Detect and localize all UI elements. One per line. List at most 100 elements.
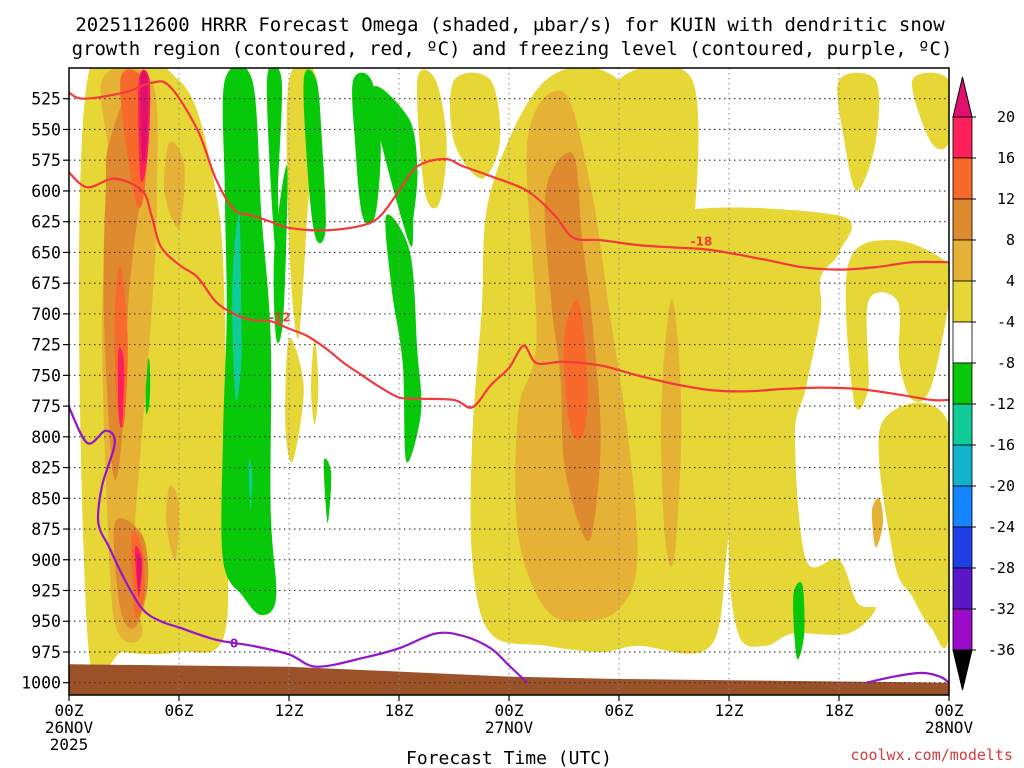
credit-text: coolwx.com/modelts: [850, 746, 1013, 764]
omega-region-16-36: [114, 264, 128, 428]
x-tick-label-24-2: 27NOV: [485, 718, 534, 737]
colorbar-label-4: 4: [1006, 272, 1015, 290]
x-tick-label-18-1: 18Z: [385, 701, 414, 720]
omega-region-24-42: [140, 71, 149, 164]
dgz-contour-0: [69, 80, 949, 271]
omega-region--4-14: [266, 68, 283, 261]
omega-region--4-16: [303, 69, 326, 244]
omega-region--4-23: [793, 581, 805, 660]
omega-region-8-26: [166, 485, 180, 561]
colorbar-bin--4-to--8: [952, 321, 973, 364]
contours: -18 -12 0: [69, 80, 949, 684]
dgz-contour-label-1: -12: [269, 311, 291, 325]
omega-region-4-9: [837, 72, 880, 191]
omega-region--8-30: [232, 213, 242, 402]
omega-region-20-40: [117, 347, 125, 428]
y-tick-label-650: 650: [31, 243, 61, 262]
y-tick-label-850: 850: [31, 489, 61, 508]
y-tick-label-775: 775: [31, 397, 61, 416]
omega-region-16-37: [563, 299, 588, 441]
y-tick-label-800: 800: [31, 428, 61, 447]
y-tick-label-825: 825: [31, 459, 61, 478]
x-tick-label-0-3: 2025: [50, 735, 89, 754]
colorbar-bin--20-to--24: [952, 485, 973, 528]
colorbar-top-arrow: [952, 76, 973, 118]
grid: [69, 68, 949, 695]
omega-region-4-10: [911, 72, 949, 150]
terrain-area: [69, 664, 949, 695]
colorbar-label--12: -12: [988, 395, 1015, 413]
y-axis: 525 550 575 600 625 650 675 700 725 750 775 800 825 8…: [21, 90, 69, 693]
omega-region--4-18: [371, 86, 418, 247]
x-tick-label-0-2: 26NOV: [45, 718, 94, 737]
y-tick-label-725: 725: [31, 336, 61, 355]
chart-title-line2: growth region (contoured, red, ºC) and f…: [72, 38, 953, 60]
colorbar-bin--28-to--32: [952, 567, 973, 610]
dgz-contour-label-0: -18: [691, 234, 713, 248]
y-tick-label-750: 750: [31, 366, 61, 385]
x-tick-label-6-1: 06Z: [165, 701, 194, 720]
omega-region-4-12: [311, 338, 319, 425]
y-tick-label-675: 675: [31, 274, 61, 293]
freezing-contour-0: [69, 406, 529, 684]
colorbar: 20 16 12 8 4 -4 -8 -12 -16 -20 -24 -28 -32 -36: [952, 76, 1015, 691]
colorbar-label-20: 20: [997, 108, 1015, 126]
y-tick-label-1000: 1000: [21, 674, 61, 693]
omega-region-8-29: [871, 497, 884, 548]
omega-region-24-43: [136, 552, 142, 591]
dgz-contour-1: [69, 171, 949, 409]
colorbar-bin-8-to-4: [952, 239, 973, 282]
colorbar-label--36: -36: [988, 641, 1015, 659]
x-tick-label-42-1: 18Z: [825, 701, 854, 720]
omega-region--4-19: [385, 214, 422, 463]
freezing-contour-1: [866, 671, 949, 684]
x-tick-label-36-1: 12Z: [715, 701, 744, 720]
y-tick-label-625: 625: [31, 213, 61, 232]
colorbar-label--8: -8: [997, 354, 1015, 372]
omega-shading: [78, 68, 949, 681]
colorbar-label--4: -4: [997, 313, 1015, 331]
omega-region--4-15: [273, 165, 288, 344]
omega-region-4-3: [416, 69, 447, 209]
omega-region--4-17: [352, 72, 381, 225]
colorbar-bin--24-to--28: [952, 526, 973, 569]
colorbar-bin-20-to-16: [952, 116, 973, 159]
x-tick-label-24-1: 00Z: [495, 701, 524, 720]
omega-region--4-13: [221, 68, 277, 616]
y-tick-label-600: 600: [31, 182, 61, 201]
colorbar-bin--8-to--12: [952, 362, 973, 405]
colorbar-bin--16-to--20: [952, 444, 973, 487]
colorbar-bin-12-to-8: [952, 198, 973, 241]
y-tick-label-525: 525: [31, 90, 61, 109]
y-tick-label-875: 875: [31, 520, 61, 539]
colorbar-bin--32-to--36: [952, 608, 973, 651]
y-tick-label-950: 950: [31, 612, 61, 631]
y-tick-label-550: 550: [31, 120, 61, 139]
colorbar-label-12: 12: [997, 190, 1015, 208]
y-tick-label-700: 700: [31, 305, 61, 324]
colorbar-label--28: -28: [988, 559, 1015, 577]
omega-region-4-11: [878, 402, 949, 649]
x-tick-label-12-1: 12Z: [275, 701, 304, 720]
colorbar-bin-16-to-12: [952, 157, 973, 200]
y-tick-label-925: 925: [31, 582, 61, 601]
colorbar-label--32: -32: [988, 600, 1015, 618]
x-axis-title: Forecast Time (UTC): [406, 748, 612, 768]
x-tick-label-48-1: 00Z: [935, 701, 964, 720]
colorbar-bin-4-to--4: [952, 280, 973, 323]
colorbar-label--16: -16: [988, 436, 1015, 454]
y-tick-label-975: 975: [31, 643, 61, 662]
omega-region-4-7: [672, 207, 876, 647]
omega-region-8-25: [163, 141, 185, 229]
omega-region-4-4: [449, 72, 501, 179]
terrain-fill: [69, 664, 949, 695]
colorbar-label-8: 8: [1006, 231, 1015, 249]
omega-region--8-31: [248, 459, 253, 511]
y-tick-label-900: 900: [31, 551, 61, 570]
chart-title-line1: 2025112600 HRRR Forecast Omega (shaded, …: [75, 14, 945, 36]
colorbar-bottom-arrow: [952, 649, 973, 691]
omega-region-4-2: [285, 337, 304, 463]
omega-region--4-21: [323, 458, 332, 523]
